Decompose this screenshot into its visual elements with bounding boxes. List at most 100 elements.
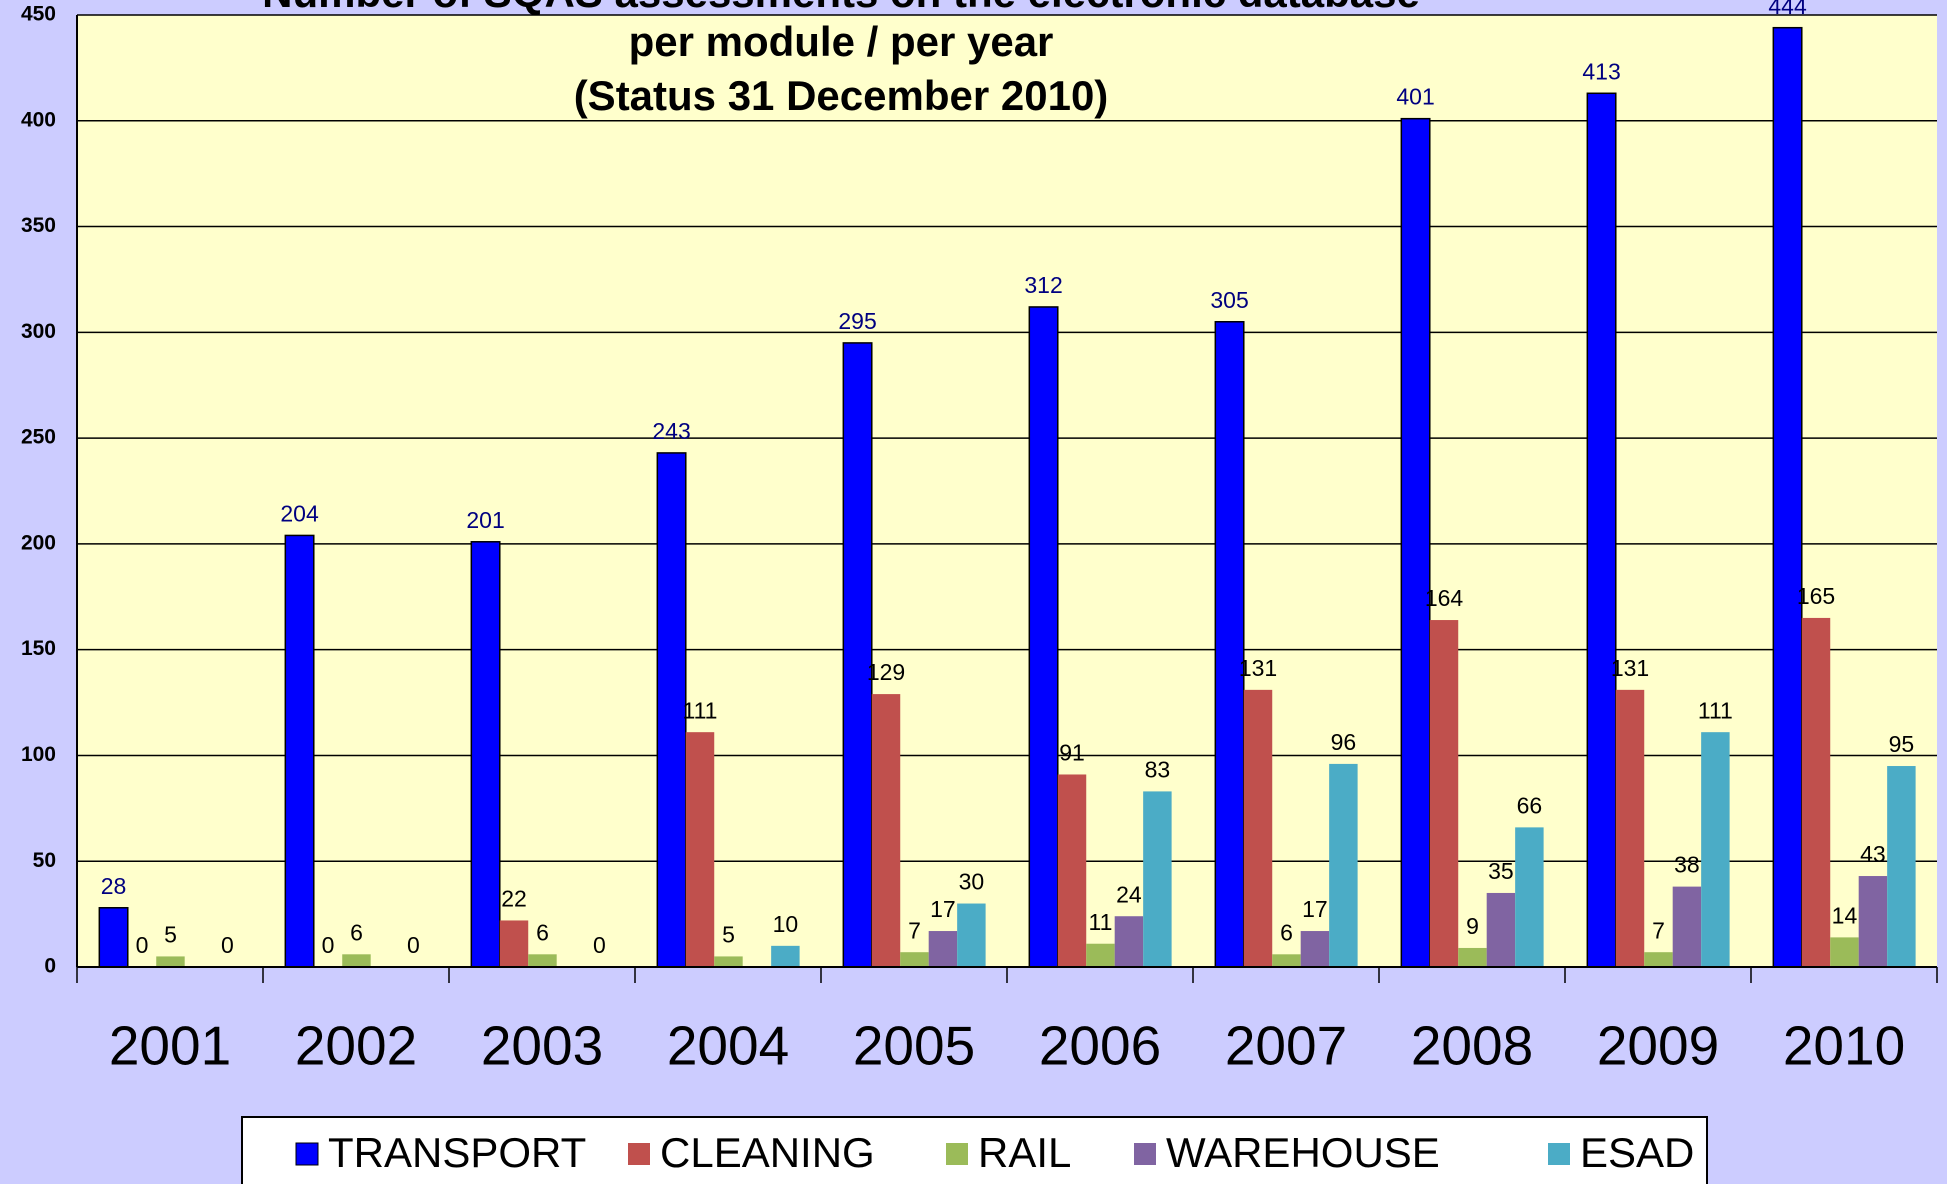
- data-label: 6: [1280, 919, 1293, 945]
- bar: [1057, 774, 1087, 967]
- bar: [1858, 876, 1888, 967]
- bar: [470, 541, 501, 968]
- data-label: 111: [683, 697, 718, 723]
- bar: [842, 342, 873, 968]
- x-tick-label: 2002: [295, 1015, 417, 1077]
- bar: [928, 931, 958, 967]
- data-label: 30: [959, 869, 985, 895]
- chart-title: (Status 31 December 2010): [574, 72, 1109, 119]
- data-label: 28: [101, 873, 127, 899]
- data-label: 5: [722, 922, 735, 948]
- bar: [156, 956, 185, 967]
- data-label: 312: [1024, 272, 1062, 298]
- data-label: 131: [1239, 655, 1277, 681]
- data-label: 96: [1331, 729, 1357, 755]
- x-tick-label: 2008: [1411, 1015, 1533, 1077]
- data-label: 17: [1302, 896, 1328, 922]
- data-label: 83: [1145, 756, 1171, 782]
- chart-title: Number of SQAS assessments on the electr…: [262, 0, 1420, 16]
- x-tick-label: 2009: [1597, 1015, 1719, 1077]
- y-tick-label: 100: [21, 743, 56, 766]
- bar: [1143, 791, 1172, 967]
- bar: [284, 534, 315, 968]
- x-tick-label: 2003: [481, 1015, 603, 1077]
- data-label: 14: [1832, 902, 1858, 928]
- bar: [1214, 321, 1245, 968]
- bar: [1086, 943, 1115, 967]
- legend: [241, 1116, 1708, 1184]
- bar: [1644, 952, 1673, 967]
- bar: [1515, 827, 1544, 967]
- bar: [1329, 763, 1358, 967]
- data-label: 0: [593, 932, 606, 958]
- data-label: 91: [1059, 740, 1085, 766]
- bar: [1887, 766, 1916, 967]
- bar: [685, 732, 715, 967]
- bar: [871, 694, 901, 967]
- bar: [1243, 689, 1273, 967]
- bar: [1114, 916, 1144, 967]
- x-tick-label: 2006: [1039, 1015, 1161, 1077]
- data-label: 131: [1611, 655, 1649, 681]
- data-label: 35: [1488, 858, 1514, 884]
- y-tick-label: 400: [21, 108, 56, 131]
- data-label: 43: [1860, 841, 1886, 867]
- legend-swatch: [295, 1142, 319, 1166]
- legend-swatch: [946, 1143, 968, 1165]
- x-tick-label: 2007: [1225, 1015, 1347, 1077]
- y-tick-label: 300: [21, 320, 56, 343]
- y-tick-label: 450: [21, 3, 56, 26]
- y-tick-label: 0: [44, 955, 56, 978]
- bar: [528, 954, 557, 967]
- legend-label: WAREHOUSE: [1166, 1129, 1440, 1176]
- data-label: 9: [1466, 913, 1479, 939]
- x-tick-label: 2010: [1783, 1015, 1905, 1077]
- data-label: 0: [407, 932, 420, 958]
- legend-swatch: [1548, 1143, 1570, 1165]
- legend-label: CLEANING: [660, 1129, 875, 1176]
- legend-label: ESAD: [1580, 1129, 1694, 1176]
- data-label: 38: [1674, 852, 1700, 878]
- bar: [1300, 931, 1330, 967]
- data-label: 165: [1797, 583, 1835, 609]
- y-tick-label: 350: [21, 214, 56, 237]
- bar: [1429, 620, 1459, 967]
- data-label: 11: [1089, 909, 1113, 935]
- bar: [98, 907, 129, 968]
- data-label: 295: [838, 308, 876, 334]
- data-label: 305: [1210, 287, 1248, 313]
- data-label: 66: [1517, 792, 1543, 818]
- legend-swatch: [1134, 1143, 1156, 1165]
- data-label: 401: [1396, 84, 1434, 110]
- bar: [1458, 947, 1487, 967]
- legend-label: TRANSPORT: [328, 1129, 586, 1176]
- bar: [499, 920, 529, 967]
- data-label: 0: [221, 932, 234, 958]
- bar: [1701, 732, 1730, 967]
- bar: [1772, 26, 1803, 968]
- data-label: 5: [164, 922, 177, 948]
- data-label: 0: [322, 932, 335, 958]
- data-label: 413: [1582, 58, 1620, 84]
- y-tick-label: 200: [21, 531, 56, 554]
- bar: [957, 903, 986, 967]
- data-label: 22: [501, 886, 527, 912]
- data-label: 6: [536, 919, 549, 945]
- y-tick-label: 150: [21, 637, 56, 660]
- data-label: 111: [1698, 697, 1733, 723]
- plot-area: [77, 15, 1937, 967]
- data-label: 204: [280, 501, 319, 527]
- bar: [1400, 117, 1431, 968]
- bar: [1830, 937, 1859, 967]
- data-label: 10: [773, 911, 799, 937]
- data-label: 243: [652, 418, 690, 444]
- data-label: 17: [930, 896, 956, 922]
- data-label: 444: [1768, 0, 1807, 19]
- y-tick-label: 50: [33, 849, 56, 872]
- data-label: 164: [1425, 585, 1464, 611]
- data-label: 0: [136, 932, 149, 958]
- x-tick-label: 2005: [853, 1015, 975, 1077]
- bar: [342, 954, 371, 967]
- legend-label: RAIL: [978, 1129, 1071, 1176]
